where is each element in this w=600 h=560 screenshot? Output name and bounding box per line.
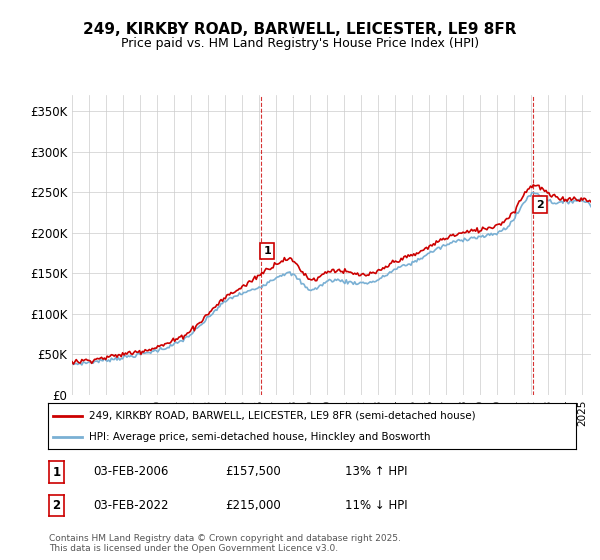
Text: 1: 1 [52, 465, 61, 479]
Text: 1: 1 [263, 246, 271, 256]
Text: 03-FEB-2022: 03-FEB-2022 [93, 498, 169, 512]
Text: Price paid vs. HM Land Registry's House Price Index (HPI): Price paid vs. HM Land Registry's House … [121, 37, 479, 50]
Text: 11% ↓ HPI: 11% ↓ HPI [345, 498, 407, 512]
Text: 2: 2 [536, 199, 544, 209]
Text: 2: 2 [52, 499, 61, 512]
Text: 13% ↑ HPI: 13% ↑ HPI [345, 465, 407, 478]
Text: 249, KIRKBY ROAD, BARWELL, LEICESTER, LE9 8FR: 249, KIRKBY ROAD, BARWELL, LEICESTER, LE… [83, 22, 517, 38]
Text: HPI: Average price, semi-detached house, Hinckley and Bosworth: HPI: Average price, semi-detached house,… [89, 432, 431, 442]
Text: 03-FEB-2006: 03-FEB-2006 [93, 465, 169, 478]
Text: £215,000: £215,000 [225, 498, 281, 512]
Text: 249, KIRKBY ROAD, BARWELL, LEICESTER, LE9 8FR (semi-detached house): 249, KIRKBY ROAD, BARWELL, LEICESTER, LE… [89, 410, 476, 421]
Text: Contains HM Land Registry data © Crown copyright and database right 2025.
This d: Contains HM Land Registry data © Crown c… [49, 534, 401, 553]
Text: £157,500: £157,500 [225, 465, 281, 478]
